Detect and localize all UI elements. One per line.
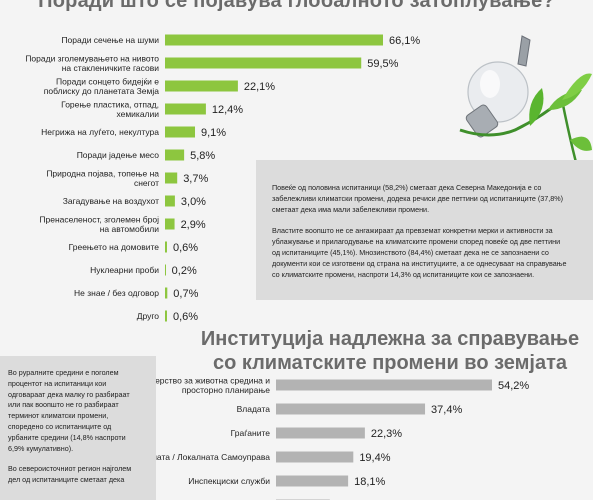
chart1-category-label: Пренаселеност, зголемен број на автомобил… [39, 214, 159, 234]
chart1-bar [165, 34, 383, 46]
chart2-category-label: Владата [237, 404, 271, 414]
chart1-category-label: Загадување на воздухот [63, 196, 159, 206]
chart1-value-label: 0,6% [173, 242, 198, 254]
chart1-value-label: 66,1% [389, 35, 420, 47]
chart2-value-label: 54,2% [498, 380, 529, 392]
chart1-bar [165, 126, 196, 138]
chart1-value-label: 3,7% [183, 173, 208, 185]
chart1-value-label: 22,1% [244, 81, 275, 93]
chart1-category-label: Поради јадење месо [77, 150, 160, 160]
chart2-category-label: Министерство за животна средина и простор… [126, 375, 271, 395]
chart1-category-label: Природна појава, топење на снегот [46, 168, 159, 188]
info-paragraph-2: Властите воопшто не се ангажираат да пре… [272, 226, 567, 279]
chart1-value-label: 0,2% [172, 265, 197, 277]
chart2-title: Институција надлежна за справување со кл… [200, 327, 580, 375]
chart2-value-label: 18,1% [354, 476, 385, 488]
chart1-category-label: Горење пластика, отпад, хемикалии [61, 99, 159, 119]
info-box-rural-urban: Во руралните средини е поголем процентот… [0, 356, 156, 500]
chart1-value-label: 3,0% [181, 196, 206, 208]
chart1-value-label: 59,5% [367, 58, 398, 70]
chart1-value-label: 0,7% [173, 288, 198, 300]
chart2-bar [276, 427, 365, 439]
chart1-bar [165, 103, 206, 115]
chart2-bar [276, 379, 492, 391]
chart2-bar [276, 475, 349, 487]
chart1-category-label: Греењето на домовите [69, 242, 160, 252]
chart2-bar [276, 403, 426, 415]
info-box-climate-perception: Повеќе од половина испитаници (58,2%) см… [256, 160, 593, 300]
chart1-category-label: Друго [137, 311, 160, 321]
chart1-category-label: Поради сечење на шуми [61, 35, 159, 45]
chart1-bar [165, 241, 167, 253]
chart1-category-label: Поради зголемувањето на нивото на стаклен… [25, 53, 159, 73]
chart1-bar [165, 310, 167, 322]
chart1-category-label: Не знае / без одговор [74, 288, 159, 298]
light-bulb-plant-icon [459, 35, 592, 180]
chart1-value-label: 9,1% [201, 127, 226, 139]
chart1-title: Поради што се појавува глобалното затопл… [38, 0, 555, 12]
left-paragraph-2: Во североисточниот регион најголем дел о… [8, 464, 132, 485]
chart2-category-label: Граѓаните [231, 428, 271, 438]
chart2-value-label: 22,3% [371, 428, 402, 440]
chart2-value-label: 37,4% [431, 404, 462, 416]
chart1-category-label: Негрижа на луѓето, некултура [41, 127, 159, 137]
chart1-bar [165, 57, 362, 69]
chart1-category-label: Нуклеарни проби [90, 265, 159, 275]
chart2-bar [276, 451, 354, 463]
chart1-bar [165, 80, 238, 92]
chart1-bar [165, 172, 178, 184]
chart1-value-label: 12,4% [212, 104, 243, 116]
chart2-title-line2: со климатските промени во земјата [212, 352, 568, 374]
chart1-bar [165, 264, 166, 276]
chart1-value-label: 5,8% [190, 150, 215, 162]
chart1-bar [165, 149, 185, 161]
left-paragraph-1: Во руралните средини е поголем процентот… [8, 368, 130, 453]
info-paragraph-1: Повеќе од половина испитаници (58,2%) см… [272, 183, 564, 214]
chart1-value-label: 0,6% [173, 311, 198, 323]
chart1-value-label: 2,9% [181, 219, 206, 231]
chart1-bar [165, 218, 175, 230]
chart1-bar [165, 195, 175, 207]
chart2-category-label: Инспекциски служби [188, 476, 270, 486]
chart2-value-label: 19,4% [359, 452, 390, 464]
chart2-title-line1: Институција надлежна за справување [200, 328, 580, 350]
chart2-category-label: Општината / Локалната Самоуправа [126, 452, 271, 462]
chart1-category-label: Поради сонцето бидејќи е поблиску до план… [44, 76, 160, 96]
chart1-bar [165, 287, 168, 299]
